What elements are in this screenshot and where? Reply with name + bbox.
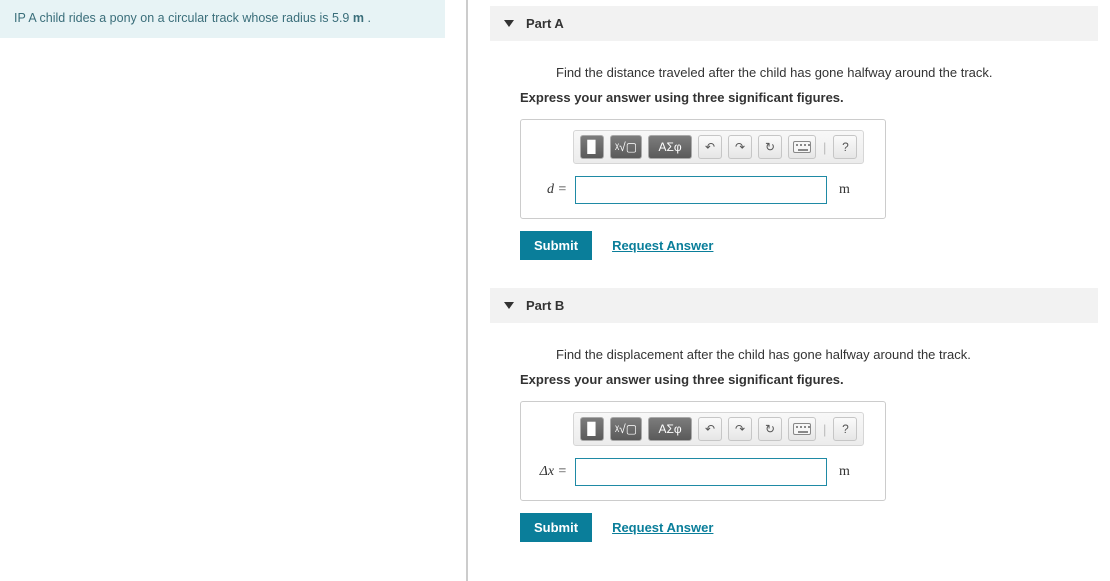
part-b: Part B Find the displacement after the c…	[490, 288, 1098, 542]
keyboard-button[interactable]	[788, 417, 816, 441]
problem-prefix: IP	[14, 11, 26, 25]
submit-row: Submit Request Answer	[520, 513, 1098, 542]
reset-button[interactable]: ↻	[758, 135, 782, 159]
problem-unit: m	[353, 11, 364, 25]
answer-row: Δx = m	[533, 458, 873, 486]
collapse-icon[interactable]	[504, 20, 514, 27]
reset-button[interactable]: ↻	[758, 417, 782, 441]
part-header[interactable]: Part B	[490, 288, 1098, 323]
undo-button[interactable]: ↶	[698, 417, 722, 441]
toolbar-separator: |	[822, 140, 827, 155]
template-button[interactable]: ▉	[580, 135, 604, 159]
keyboard-icon	[793, 141, 811, 153]
prompt-text: Find the displacement after the child ha…	[556, 347, 1098, 362]
equation-toolbar: ▉ ᵡ√▢ ΑΣφ ↶ ↷ ↻ | ?	[573, 412, 864, 446]
redo-button[interactable]: ↷	[728, 417, 752, 441]
redo-button[interactable]: ↷	[728, 135, 752, 159]
answer-unit: m	[839, 464, 850, 480]
radical-button[interactable]: ᵡ√▢	[610, 135, 642, 159]
answer-box: ▉ ᵡ√▢ ΑΣφ ↶ ↷ ↻ | ? d = m	[520, 119, 886, 219]
problem-text: A child rides a pony on a circular track…	[28, 11, 349, 25]
keyboard-icon	[793, 423, 811, 435]
answer-lhs: Δx =	[533, 464, 567, 480]
instruction-text: Express your answer using three signific…	[520, 90, 1098, 105]
problem-statement: IP A child rides a pony on a circular tr…	[0, 0, 445, 38]
collapse-icon[interactable]	[504, 302, 514, 309]
toolbar-separator: |	[822, 422, 827, 437]
part-body: Find the distance traveled after the chi…	[490, 41, 1098, 260]
prompt-text: Find the distance traveled after the chi…	[556, 65, 1098, 80]
radical-button[interactable]: ᵡ√▢	[610, 417, 642, 441]
part-title: Part A	[526, 16, 564, 31]
part-body: Find the displacement after the child ha…	[490, 323, 1098, 542]
equation-toolbar: ▉ ᵡ√▢ ΑΣφ ↶ ↷ ↻ | ?	[573, 130, 864, 164]
part-title: Part B	[526, 298, 564, 313]
problem-pane: IP A child rides a pony on a circular tr…	[0, 0, 468, 581]
help-button[interactable]: ?	[833, 135, 857, 159]
answer-input[interactable]	[575, 176, 827, 204]
answers-pane: Part A Find the distance traveled after …	[468, 0, 1110, 581]
request-answer-link[interactable]: Request Answer	[612, 238, 713, 253]
answer-unit: m	[839, 182, 850, 198]
greek-button[interactable]: ΑΣφ	[648, 135, 692, 159]
answer-lhs: d =	[533, 182, 567, 198]
part-a: Part A Find the distance traveled after …	[490, 6, 1098, 260]
problem-trail: .	[367, 11, 370, 25]
submit-button[interactable]: Submit	[520, 513, 592, 542]
submit-row: Submit Request Answer	[520, 231, 1098, 260]
part-header[interactable]: Part A	[490, 6, 1098, 41]
template-button[interactable]: ▉	[580, 417, 604, 441]
submit-button[interactable]: Submit	[520, 231, 592, 260]
keyboard-button[interactable]	[788, 135, 816, 159]
undo-button[interactable]: ↶	[698, 135, 722, 159]
answer-input[interactable]	[575, 458, 827, 486]
answer-box: ▉ ᵡ√▢ ΑΣφ ↶ ↷ ↻ | ? Δx = m	[520, 401, 886, 501]
greek-button[interactable]: ΑΣφ	[648, 417, 692, 441]
answer-row: d = m	[533, 176, 873, 204]
instruction-text: Express your answer using three signific…	[520, 372, 1098, 387]
request-answer-link[interactable]: Request Answer	[612, 520, 713, 535]
help-button[interactable]: ?	[833, 417, 857, 441]
